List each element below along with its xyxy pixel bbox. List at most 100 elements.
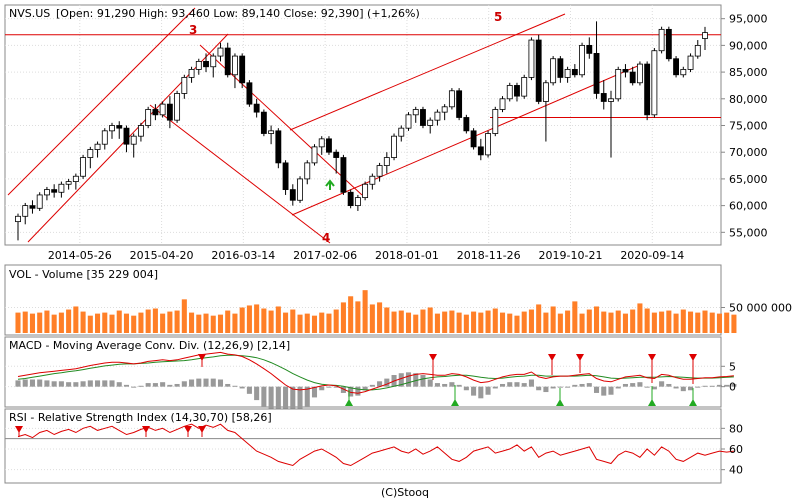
- candle-body: [542, 82, 549, 102]
- candle-body: [174, 93, 181, 121]
- volume-bar: [456, 312, 462, 333]
- volume-bar: [145, 309, 151, 333]
- macd-histogram-bar: [405, 372, 412, 387]
- rsi-sell-marker-icon: [15, 426, 23, 433]
- volume-bar: [463, 314, 469, 333]
- macd-histogram-bar: [254, 386, 260, 401]
- price-y-axis: 55,000 60,000 65,000 70,000 75,000 80,000 85,0…: [721, 13, 768, 239]
- macd-histogram-bar: [543, 386, 549, 393]
- candle-body: [188, 69, 195, 78]
- candle-body: [318, 138, 325, 148]
- candle-body: [123, 127, 130, 145]
- macd-histogram-bar: [355, 386, 361, 396]
- macd-histogram-bar: [189, 379, 195, 387]
- volume-bar: [398, 310, 404, 333]
- volume-bars: [15, 290, 737, 333]
- trend-channel-line: [149, 104, 331, 244]
- candle-body: [289, 189, 296, 201]
- volume-y-tick-label: 50 000 000: [729, 302, 792, 315]
- macd-histogram-bar: [369, 384, 375, 387]
- buy-marker-icon: [689, 399, 697, 406]
- macd-histogram-bar: [232, 385, 238, 387]
- macd-histogram-bar: [630, 383, 636, 387]
- candle-body: [217, 47, 224, 57]
- volume-bar: [659, 311, 665, 333]
- macd-y-axis: 50: [721, 360, 736, 394]
- wave-label-3: 3: [189, 23, 197, 37]
- trend-channel-line: [7, 7, 196, 196]
- volume-bar: [528, 309, 534, 333]
- macd-histogram-bar: [637, 382, 643, 387]
- volume-bar: [189, 312, 195, 333]
- candle-body: [181, 77, 188, 94]
- candle-body: [470, 130, 477, 148]
- candle-body: [203, 61, 209, 68]
- volume-bar: [174, 310, 180, 333]
- volume-bar: [116, 310, 122, 333]
- macd-panel: 50 MACD - Moving Average Conv. Div. (12,…: [4, 336, 737, 421]
- candle-body: [239, 55, 246, 84]
- macd-histogram-bar: [514, 382, 520, 387]
- macd-histogram-bar: [680, 386, 686, 392]
- volume-bar: [297, 314, 303, 333]
- macd-histogram-bar: [724, 384, 730, 387]
- candle-body: [477, 146, 484, 156]
- candle-body: [369, 175, 376, 185]
- volume-bar: [15, 312, 21, 333]
- candle-body: [311, 146, 318, 164]
- candle-body: [391, 135, 397, 158]
- macd-histogram-bar: [666, 383, 672, 387]
- macd-histogram-bar: [51, 381, 57, 387]
- volume-bar: [210, 315, 216, 333]
- rsi-sell-marker-icon: [184, 426, 192, 433]
- candle-body: [51, 189, 58, 193]
- candle-body: [514, 85, 520, 97]
- macd-histogram-bar: [528, 379, 534, 387]
- volume-bar: [586, 309, 592, 333]
- volume-bar: [601, 311, 607, 333]
- macd-histogram-bar: [217, 379, 224, 387]
- macd-histogram-bar: [261, 386, 267, 407]
- price-x-tick-label: 2018-01-01: [375, 249, 439, 262]
- rsi-y-axis: 80 60 40: [721, 422, 743, 477]
- candle-body: [420, 109, 426, 126]
- volume-bar: [702, 310, 708, 333]
- candle-body: [152, 109, 159, 116]
- macd-histogram-bar: [196, 378, 202, 387]
- macd-lines: [17, 351, 734, 394]
- volume-bar: [102, 312, 108, 333]
- volume-bar: [167, 311, 173, 333]
- macd-histogram-bar: [73, 382, 79, 387]
- candle-body: [521, 77, 528, 97]
- rsi-y-tick-label: 40: [729, 464, 743, 477]
- candle-body: [651, 50, 658, 116]
- macd-histogram-bar: [304, 386, 310, 407]
- volume-bar: [225, 310, 231, 333]
- volume-bar: [420, 309, 426, 333]
- volume-bar: [261, 308, 267, 333]
- macd-histogram-bar: [572, 384, 578, 387]
- candle-body: [138, 125, 144, 137]
- macd-histogram-bar: [80, 381, 86, 387]
- macd-histogram-bar: [651, 386, 657, 390]
- macd-histogram-bar: [225, 383, 231, 387]
- candle-body: [615, 69, 622, 100]
- volume-bar: [651, 312, 657, 333]
- rsi-sell-marker-icon: [142, 426, 150, 433]
- candle-body: [195, 61, 202, 70]
- volume-bar: [109, 314, 115, 333]
- volume-bar: [196, 314, 202, 333]
- macd-histogram-bar: [283, 386, 289, 421]
- candle-body: [80, 157, 87, 177]
- rsi-lines: [17, 423, 734, 467]
- candle-body: [658, 28, 665, 52]
- volume-bar: [695, 312, 701, 333]
- price-y-tick-label: 65,000: [729, 173, 768, 186]
- price-y-tick-label: 85,000: [729, 66, 768, 79]
- macd-histogram-bar: [268, 386, 274, 411]
- volume-bar: [615, 310, 621, 333]
- macd-histogram-bar: [608, 386, 614, 395]
- macd-line: [17, 351, 734, 394]
- macd-histogram-bar: [673, 386, 679, 389]
- candle-body: [36, 194, 43, 209]
